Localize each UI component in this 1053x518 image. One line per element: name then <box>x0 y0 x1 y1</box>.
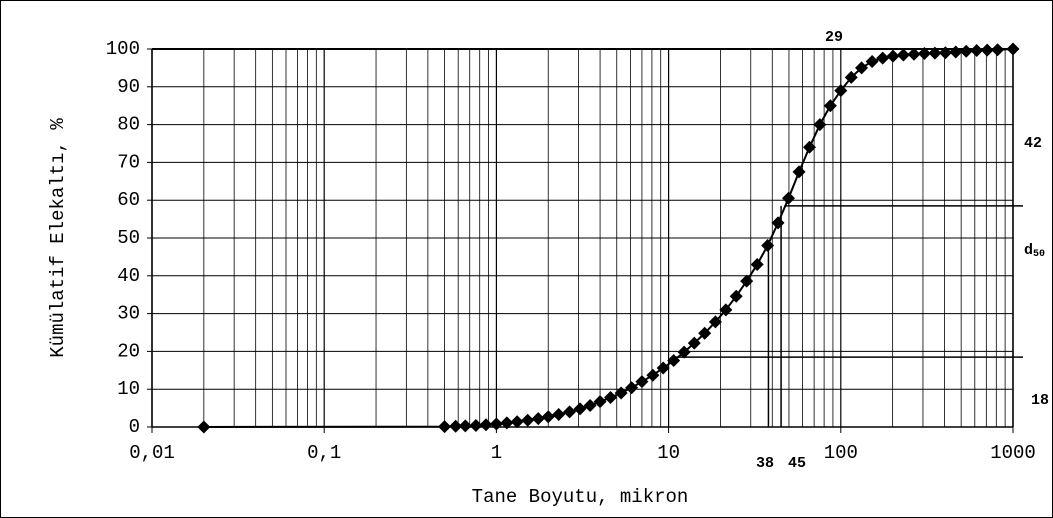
x-tick-label: 10 <box>657 442 680 464</box>
marker <box>656 361 670 375</box>
marker <box>667 353 681 367</box>
marker <box>917 47 931 61</box>
marker <box>479 418 493 432</box>
marker <box>541 410 555 424</box>
annotation: 29 <box>825 29 843 46</box>
y-tick-label: 30 <box>117 303 140 325</box>
x-tick-label: 0,01 <box>129 442 175 464</box>
marker <box>552 408 566 422</box>
marker <box>625 381 639 395</box>
marker <box>792 165 806 179</box>
marker <box>865 54 879 68</box>
y-axis-label: Kümülatif Elekaltı, % <box>47 118 69 358</box>
marker <box>761 239 775 253</box>
marker <box>719 303 733 317</box>
marker <box>604 391 618 405</box>
marker <box>980 43 994 57</box>
marker <box>834 84 848 98</box>
marker <box>687 336 701 350</box>
marker <box>521 413 535 427</box>
x-tick-label: 1000 <box>990 442 1036 464</box>
marker <box>813 118 827 132</box>
marker <box>458 419 472 433</box>
y-tick-label: 20 <box>117 340 140 362</box>
marker <box>896 48 910 62</box>
marker <box>573 402 587 416</box>
marker <box>907 47 921 61</box>
x-tick-label: 100 <box>824 442 858 464</box>
x-axis-label: Tane Boyutu, mikron <box>472 486 689 508</box>
marker <box>708 315 722 329</box>
marker <box>991 43 1005 57</box>
marker <box>886 49 900 63</box>
x-tick-label: 1 <box>491 442 502 464</box>
annotation: 42 <box>1024 135 1042 152</box>
marker <box>782 191 796 205</box>
marker <box>928 46 942 60</box>
y-tick-label: 40 <box>117 265 140 287</box>
marker <box>1006 42 1020 56</box>
y-tick-label: 50 <box>117 227 140 249</box>
marker <box>740 274 754 288</box>
y-tick-label: 60 <box>117 189 140 211</box>
marker <box>635 375 649 389</box>
marker <box>531 412 545 426</box>
marker <box>855 61 869 75</box>
y-tick-label: 100 <box>106 38 140 60</box>
marker <box>469 418 483 432</box>
annotation: d50 <box>1024 242 1045 260</box>
marker <box>729 289 743 303</box>
marker <box>959 44 973 58</box>
marker <box>677 345 691 359</box>
y-tick-label: 70 <box>117 151 140 173</box>
marker <box>876 51 890 65</box>
marker <box>593 395 607 409</box>
marker <box>500 416 514 430</box>
y-tick-label: 0 <box>129 416 140 438</box>
marker <box>510 415 524 429</box>
marker <box>563 405 577 419</box>
marker <box>970 44 984 58</box>
annotation: 38 <box>756 455 774 472</box>
marker <box>646 368 660 382</box>
marker <box>844 70 858 84</box>
marker <box>449 419 463 433</box>
x-tick-label: 0,1 <box>307 442 341 464</box>
marker <box>823 99 837 113</box>
marker <box>938 46 952 60</box>
annotation: 45 <box>788 455 806 472</box>
marker <box>438 420 452 434</box>
marker <box>614 386 628 400</box>
marker <box>583 398 597 412</box>
marker <box>489 417 503 431</box>
y-tick-label: 10 <box>117 378 140 400</box>
marker <box>750 257 764 271</box>
marker <box>197 420 211 434</box>
marker <box>802 140 816 154</box>
y-tick-label: 80 <box>117 114 140 136</box>
marker <box>949 45 963 59</box>
marker <box>698 326 712 340</box>
y-tick-label: 90 <box>117 76 140 98</box>
annotation: 18 <box>1031 392 1049 409</box>
marker <box>771 216 785 230</box>
